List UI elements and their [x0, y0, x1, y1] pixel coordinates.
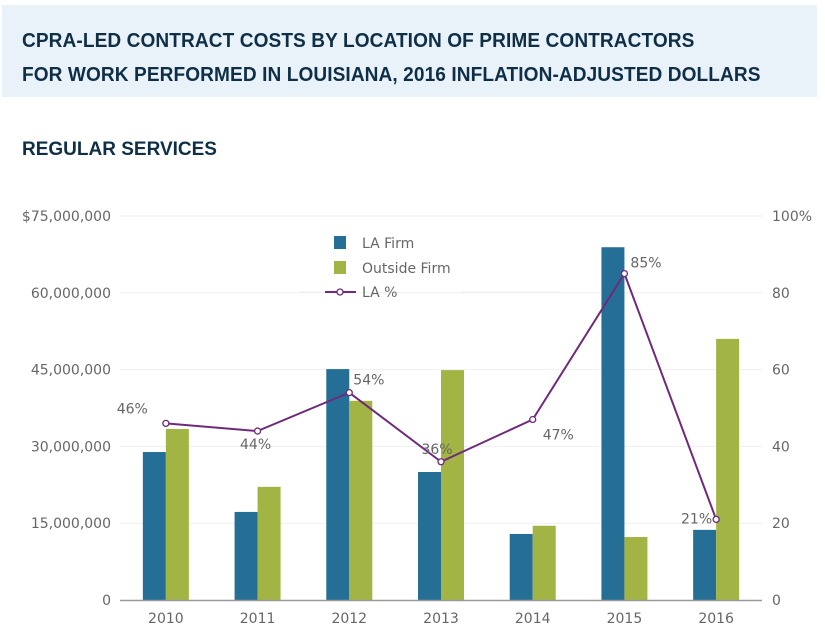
- x-tick-label: 2014: [515, 611, 551, 627]
- legend-swatch-la-firm: [334, 236, 346, 249]
- la-percent-marker-2010: [162, 419, 170, 428]
- outside-firm-bar-2016: [716, 338, 740, 600]
- la-firm-bar-2013: [418, 472, 441, 600]
- outside-firm-bar-2015: [624, 537, 648, 600]
- la-percent-line: 46% 44% 54% 36% 47% 85% 21%: [117, 256, 720, 527]
- legend-swatch-outside-firm: [334, 261, 346, 274]
- left-tick-label: 15,000,000: [31, 516, 111, 532]
- chart-title-line-2: FOR WORK PERFORMED IN LOUISIANA, 2016 IN…: [22, 63, 761, 86]
- right-tick-label: 20: [772, 516, 790, 532]
- outside-firm-bar-2010: [165, 428, 189, 600]
- chart-title-line-1: CPRA-LED CONTRACT COSTS BY LOCATION OF P…: [22, 29, 695, 52]
- x-tick-label: 2010: [148, 611, 184, 627]
- la-percent-data-label: 54%: [353, 373, 384, 389]
- bars: [142, 247, 740, 600]
- left-tick-label: 60,000,000: [31, 286, 111, 302]
- la-percent-marker-2015: [620, 269, 629, 278]
- la-firm-bar-2010: [142, 452, 166, 600]
- la-firm-bar-2016: [693, 529, 717, 600]
- outside-firm-bar-2011: [257, 486, 281, 600]
- right-tick-label: 100%: [772, 209, 812, 225]
- x-tick-label: 2015: [607, 611, 643, 627]
- left-tick-label: 0: [102, 593, 111, 609]
- right-tick-label: 40: [772, 439, 790, 455]
- right-tick-label: 80: [772, 286, 790, 302]
- legend-label-la-firm: LA Firm: [362, 236, 414, 252]
- la-percent-marker-2014: [529, 415, 537, 424]
- la-firm-bar-2012: [326, 369, 350, 600]
- legend-label-outside-firm: Outside Firm: [362, 261, 451, 277]
- chart-subtitle: REGULAR SERVICES: [22, 139, 217, 160]
- la-percent-data-label: 36%: [421, 442, 452, 458]
- outside-firm-bar-2014: [532, 525, 556, 600]
- la-firm-bar-2011: [234, 511, 258, 600]
- right-tick-label: 60: [772, 363, 790, 379]
- right-tick-label: 0: [772, 593, 781, 609]
- x-tick-label: 2011: [240, 611, 276, 627]
- x-tick-label: 2016: [698, 611, 734, 627]
- la-percent-data-label: 47%: [543, 428, 574, 444]
- la-firm-bar-2014: [509, 533, 533, 600]
- left-axis-ticks: 0 15,000,000 30,000,000 45,000,000 60,000,00…: [22, 209, 111, 609]
- la-percent-data-label: 85%: [630, 256, 661, 272]
- title-banner: CPRA-LED CONTRACT COSTS BY LOCATION OF P…: [2, 5, 817, 97]
- x-axis-ticks: 2010 2011 2012 2013 2014 2015 2016: [148, 611, 734, 627]
- la-percent-marker-2013: [437, 458, 445, 466]
- x-tick-label: 2012: [331, 611, 367, 627]
- legend-label-la-percent: LA %: [362, 285, 397, 301]
- left-tick-label: 45,000,000: [31, 363, 111, 379]
- la-percent-data-label: 21%: [681, 511, 712, 527]
- left-tick-label: 30,000,000: [31, 439, 111, 455]
- la-percent-marker-2016: [712, 515, 720, 524]
- la-percent-marker-2011: [253, 427, 262, 435]
- x-tick-label: 2013: [423, 611, 459, 627]
- la-percent-data-label: 44%: [240, 437, 271, 453]
- legend: LA Firm Outside Firm LA %: [300, 236, 560, 301]
- la-percent-data-label: 46%: [117, 401, 148, 417]
- legend-marker-la-percent: [336, 288, 344, 296]
- la-percent-marker-2012: [345, 388, 353, 397]
- la-firm-bar-2015: [601, 247, 625, 600]
- outside-firm-bar-2013: [441, 370, 464, 600]
- right-axis-ticks: 0 20 40 60 80 100%: [772, 209, 812, 609]
- left-tick-label: $75,000,000: [22, 209, 111, 225]
- outside-firm-bar-2012: [349, 400, 373, 600]
